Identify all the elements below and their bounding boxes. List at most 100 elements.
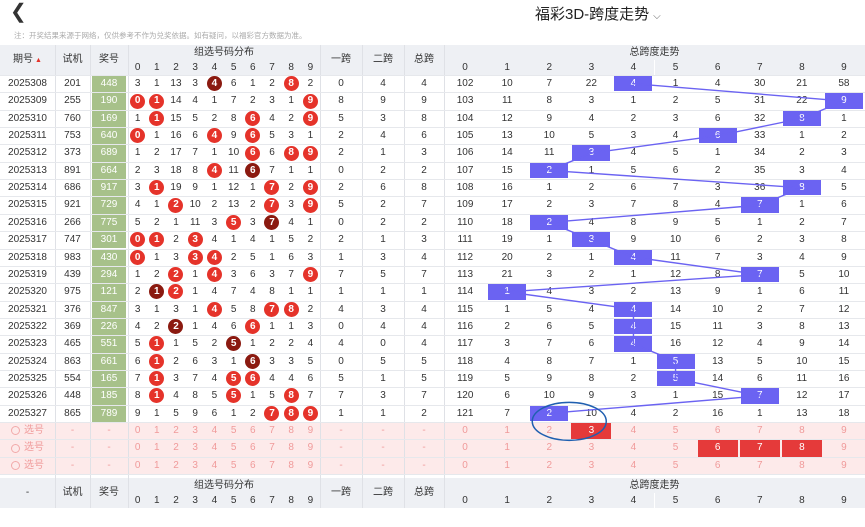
trend-cell: 1	[841, 112, 847, 124]
pick-dist-digit[interactable]: 4	[211, 442, 218, 454]
dist-cell: 1	[250, 338, 256, 350]
page-title[interactable]: 福彩3D-跨度走势 ⌵	[535, 3, 661, 24]
total-span-cell: 9	[421, 95, 427, 107]
dist-cell: 3	[269, 268, 275, 280]
pick-trend-digit[interactable]: 9	[841, 425, 847, 436]
pick-trend-digit[interactable]: 4	[630, 425, 637, 436]
pick-dist-digit[interactable]: 8	[288, 425, 294, 436]
pick-dist-digit[interactable]: 7	[269, 442, 275, 454]
pick-trend-digit[interactable]: 8	[799, 459, 805, 471]
pick-trend-digit[interactable]: 3	[588, 442, 595, 454]
pick-trend-digit[interactable]: 0	[462, 425, 468, 436]
top-trend-digit-header: 3	[570, 60, 613, 75]
back-chevron-icon[interactable]: ❮	[10, 1, 27, 23]
digit-ball: 1	[149, 336, 165, 352]
trend-cell: 109	[456, 199, 474, 211]
pick-trend-digit[interactable]: 1	[504, 442, 510, 454]
pick-trend-digit[interactable]: 2	[546, 459, 553, 471]
pick-row[interactable]	[0, 439, 865, 457]
dist-cell: 3	[186, 249, 205, 266]
dist-cell: 11	[228, 164, 239, 176]
pick-dist-digit[interactable]: 9	[307, 459, 314, 471]
pick-dist-digit[interactable]: 8	[288, 442, 294, 454]
pick-trend-digit[interactable]: 5	[672, 425, 679, 436]
pick-dist-digit[interactable]: 1	[154, 459, 160, 471]
pick-trend-digit[interactable]: 5	[672, 442, 679, 454]
pick-dist-digit[interactable]: 8	[288, 459, 294, 471]
pick-label[interactable]: 选号	[0, 457, 55, 474]
dist-cell: 1	[269, 234, 275, 246]
pick-radio-icon[interactable]	[11, 426, 20, 436]
pick-trend-digit[interactable]: 3	[588, 459, 595, 471]
pick-dist-digit[interactable]: 4	[211, 459, 218, 471]
pick-row[interactable]	[0, 422, 865, 440]
pick-trend-digit[interactable]: 9	[841, 442, 847, 454]
top-trend-digit-header: 8	[780, 60, 823, 75]
trend-cell: 8	[714, 268, 721, 280]
pick-trend-digit[interactable]: 1	[504, 459, 510, 471]
pick-dist-digit[interactable]: 6	[250, 442, 256, 454]
dist-cell: 2	[269, 338, 275, 350]
pick-trend-digit[interactable]: 2	[546, 425, 553, 436]
pick-dist-digit[interactable]: 5	[230, 425, 237, 436]
pick-dist-digit[interactable]: 0	[134, 442, 141, 454]
pick-dist-digit[interactable]: 2	[173, 425, 179, 436]
pick-trend-digit[interactable]: 5	[672, 459, 679, 471]
pick-trend-digit[interactable]: 0	[462, 459, 468, 471]
pick-trend-digit[interactable]: 8	[781, 439, 822, 457]
pick-trend-digit[interactable]: 6	[697, 439, 738, 457]
total-span-cell: 7	[421, 199, 427, 211]
span2-cell: 1	[380, 407, 386, 419]
pick-trend-digit[interactable]: 6	[714, 459, 721, 471]
dist-cell: 3	[173, 251, 179, 263]
pick-dash: -	[107, 425, 111, 436]
pick-trend-digit[interactable]: 4	[630, 459, 637, 471]
pick-trend-digit[interactable]: 6	[714, 425, 721, 436]
pick-dist-digit[interactable]: 0	[134, 459, 141, 471]
draw-number-cell: 917	[92, 179, 126, 197]
pick-trend-digit[interactable]: 1	[504, 425, 510, 436]
pick-dist-digit[interactable]: 6	[250, 459, 256, 471]
pick-row[interactable]	[0, 456, 865, 475]
pick-trend-digit[interactable]: 7	[756, 425, 763, 436]
pick-label[interactable]: 选号	[0, 439, 55, 456]
pick-dist-digit[interactable]: 7	[269, 459, 275, 471]
pick-dist-digit[interactable]: 3	[192, 442, 198, 454]
pick-dist-digit[interactable]: 6	[250, 425, 256, 436]
pick-radio-icon[interactable]	[11, 443, 20, 453]
sort-icon[interactable]: ▲	[35, 57, 42, 64]
pick-dist-digit[interactable]: 5	[230, 442, 237, 454]
bottom-period-header[interactable]: -	[0, 478, 55, 509]
dist-cell: 2	[250, 407, 256, 419]
top-period-header[interactable]: 期号 ▲	[0, 45, 55, 75]
pick-dist-digit[interactable]: 3	[192, 459, 198, 471]
pick-dist-digit[interactable]: 4	[211, 425, 218, 436]
pick-label[interactable]: 选号	[0, 422, 55, 439]
trend-cell: 7	[714, 251, 721, 263]
period-cell: 2025308	[8, 78, 47, 89]
pick-trend-digit[interactable]: 4	[630, 442, 637, 454]
pick-trend-digit[interactable]: 0	[462, 442, 468, 454]
pick-dist-digit[interactable]: 1	[154, 442, 160, 454]
pick-trend-digit[interactable]: 7	[756, 459, 763, 471]
pick-dist-digit[interactable]: 3	[192, 425, 198, 436]
pick-trend-digit[interactable]: 7	[739, 439, 780, 457]
pick-dist-digit[interactable]: 2	[173, 442, 179, 454]
pick-dist-digit[interactable]: 9	[307, 425, 314, 436]
draw-number-cell: 775	[92, 213, 126, 232]
pick-dist-digit[interactable]: 5	[230, 459, 237, 471]
pick-dist-digit[interactable]: 0	[134, 425, 141, 436]
pick-trend-digit[interactable]: 8	[799, 425, 805, 436]
trend-cell: 11	[712, 320, 723, 332]
pick-trend-digit[interactable]: 3	[571, 422, 612, 440]
pick-dist-digit[interactable]: 1	[154, 425, 160, 436]
grid-vline	[90, 45, 91, 509]
pick-trend-digit[interactable]: 9	[841, 459, 847, 471]
grid-vline	[444, 45, 445, 509]
pick-dist-digit[interactable]: 2	[173, 459, 179, 471]
pick-dist-digit[interactable]: 9	[307, 442, 314, 454]
pick-trend-digit[interactable]: 2	[546, 442, 553, 454]
pick-radio-icon[interactable]	[11, 460, 20, 470]
period-cell: 2025309	[8, 95, 47, 107]
pick-dist-digit[interactable]: 7	[269, 425, 275, 436]
